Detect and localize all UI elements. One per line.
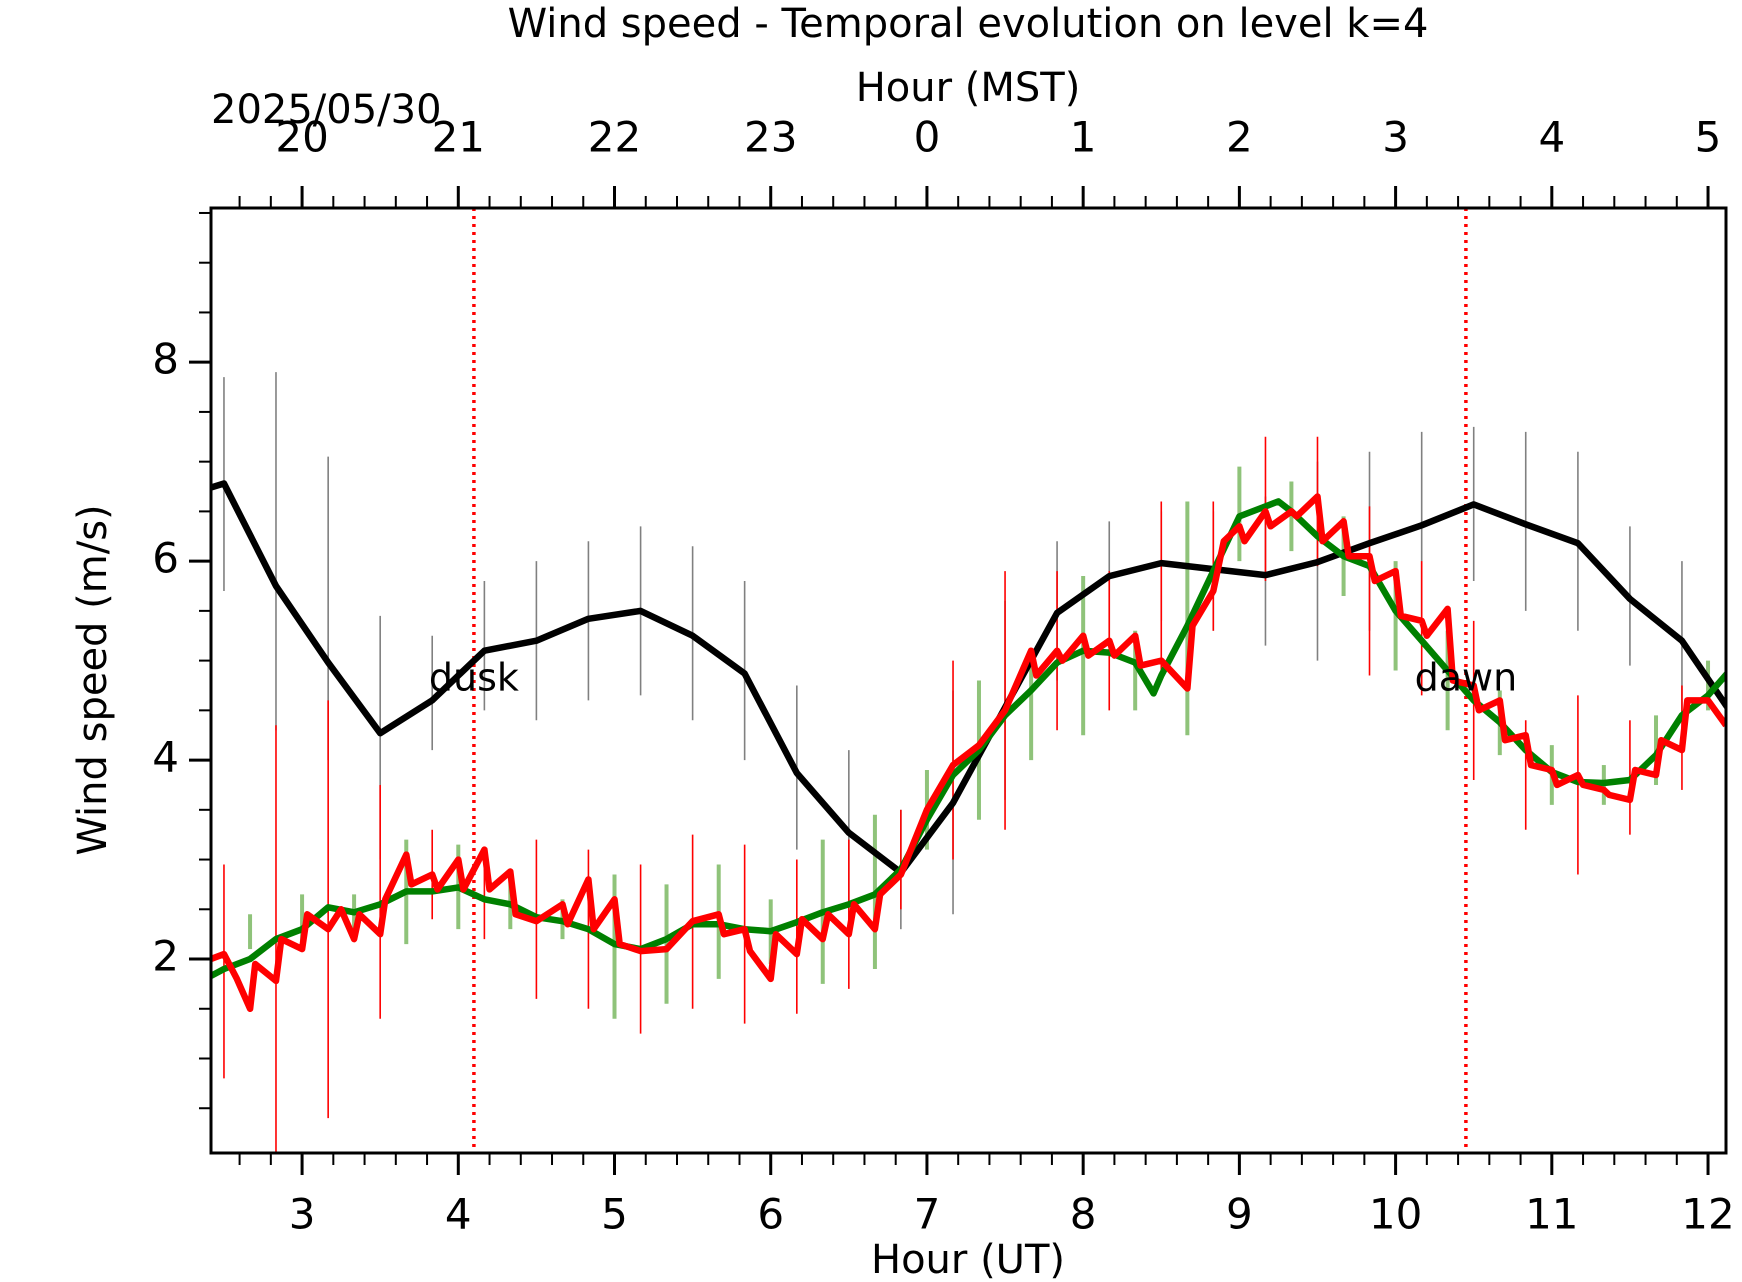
event-label: dawn <box>1415 656 1518 700</box>
plot-area <box>211 208 1726 1153</box>
x-tick-label: 5 <box>601 1190 628 1239</box>
x2-tick-label: 0 <box>914 113 941 162</box>
x2-tick-label: 3 <box>1382 113 1409 162</box>
x2-tick-label: 20 <box>275 113 328 162</box>
x2-tick-label: 21 <box>432 113 485 162</box>
x-tick-label: 10 <box>1369 1190 1422 1239</box>
y-tick-label: 8 <box>152 335 179 384</box>
date-label: 2025/05/30 <box>211 87 442 133</box>
x2-tick-label: 1 <box>1070 113 1097 162</box>
y-tick-label: 2 <box>152 932 179 981</box>
x-tick-label: 8 <box>1070 1190 1097 1239</box>
x2-tick-label: 23 <box>744 113 797 162</box>
axes-frame <box>209 206 1728 1155</box>
series-line <box>211 480 1726 876</box>
y-axis-label: Wind speed (m/s) <box>70 504 116 855</box>
x2-tick-label: 4 <box>1538 113 1565 162</box>
x-tick-label: 3 <box>289 1190 316 1239</box>
x-axis-label: Hour (UT) <box>871 1237 1065 1282</box>
event-label: dusk <box>429 656 519 700</box>
x-tick-label: 12 <box>1681 1190 1734 1239</box>
x2-axis-label: Hour (MST) <box>856 65 1081 111</box>
x-tick-label: 9 <box>1226 1190 1253 1239</box>
chart-title: Wind speed - Temporal evolution on level… <box>508 1 1429 47</box>
x2-tick-label: 22 <box>588 113 641 162</box>
x-tick-label: 6 <box>757 1190 784 1239</box>
x-tick-label: 11 <box>1525 1190 1578 1239</box>
x-tick-label: 7 <box>914 1190 941 1239</box>
x2-tick-label: 2 <box>1226 113 1253 162</box>
series-line <box>211 493 1726 1013</box>
y-tick-label: 4 <box>152 733 179 782</box>
y-tick-label: 6 <box>152 534 179 583</box>
x2-tick-label: 5 <box>1695 113 1722 162</box>
x-tick-label: 4 <box>445 1190 472 1239</box>
